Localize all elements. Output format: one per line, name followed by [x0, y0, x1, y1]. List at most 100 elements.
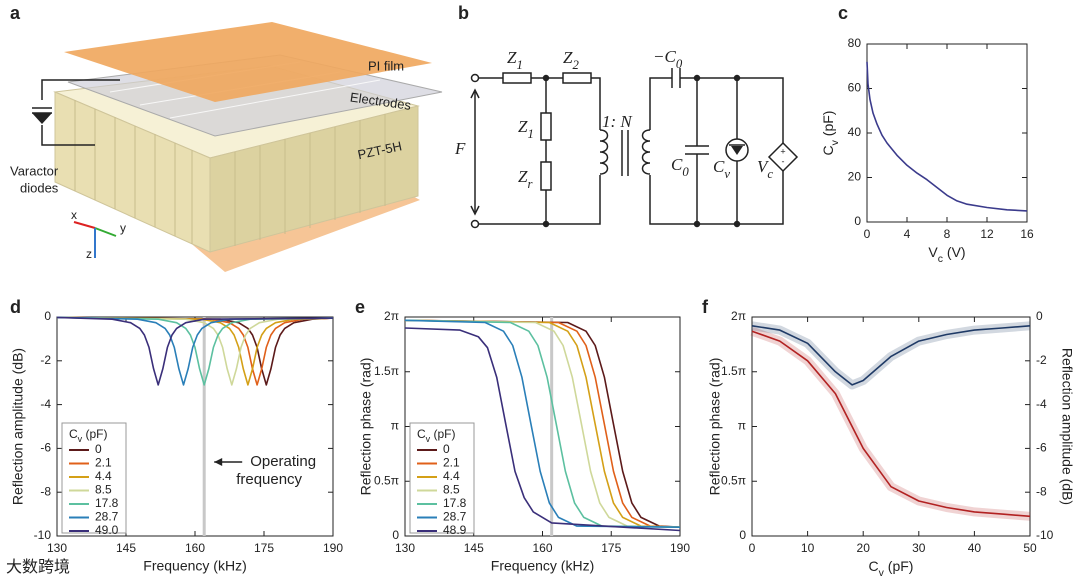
y-axis-label: Cv (pF) [820, 111, 841, 156]
y-tick-label: -2 [40, 353, 51, 367]
series-line [404, 319, 681, 528]
circuit-label-part: 0 [682, 165, 689, 179]
diode-symbol [32, 113, 52, 124]
legend-label: 49.0 [95, 523, 119, 537]
y-tick-label: 0 [739, 528, 746, 542]
legend-label: 2.1 [95, 456, 112, 470]
x-tick-label: 4 [904, 227, 911, 241]
legend-title-part: C [417, 427, 426, 441]
series-line [404, 319, 681, 528]
circuit-label-part: 1: N [602, 112, 633, 131]
y-tick-label: 80 [848, 36, 862, 50]
legend-title-part: v [426, 434, 431, 444]
x-tick-label: 16 [1020, 227, 1034, 241]
series-line [404, 319, 681, 528]
circuit-label: Z1 [507, 48, 523, 72]
y-tick-label: 40 [848, 125, 862, 139]
legend-label: 4.4 [95, 469, 112, 483]
x-tick-label: 160 [532, 541, 552, 555]
circuit-label-part: Z [518, 167, 528, 186]
legend-title-part: C [69, 427, 78, 441]
circuit-label: Z2 [563, 48, 579, 72]
y-axis-label: Reflection amplitude (dB) [10, 348, 26, 505]
y-tick-label: -6 [40, 441, 51, 455]
y2-tick-label: -2 [1036, 353, 1047, 367]
y-tick-label: 0 [392, 528, 399, 542]
y-axis-label: Reflection phase (rad) [358, 358, 374, 496]
series-line [56, 316, 334, 386]
circuit-label-part: Z [507, 48, 517, 67]
axis-icon-label: y [120, 221, 126, 235]
legend-title: Cv (pF) [69, 427, 108, 444]
series-line [404, 327, 681, 532]
x-axis-label: Frequency (kHz) [143, 558, 246, 574]
y-axis-label-part: (pF) [820, 111, 836, 141]
circuit-label: C0 [671, 155, 689, 179]
series-line [56, 316, 334, 386]
y-tick-label: 0 [854, 214, 861, 228]
source-minus: - [782, 156, 785, 166]
x-axis-label-part: (pF) [884, 558, 914, 574]
legend-label: 48.9 [443, 523, 467, 537]
axis-icon-label: z [86, 247, 92, 261]
x-tick-label: 50 [1023, 541, 1037, 555]
legend-label: 17.8 [443, 496, 467, 510]
x-tick-label: 12 [980, 227, 994, 241]
y-tick-label: 20 [848, 170, 862, 184]
series-line [404, 319, 681, 528]
x-tick-label: 0 [864, 227, 871, 241]
x-tick-label: 30 [912, 541, 926, 555]
top-film [64, 22, 432, 102]
y-tick-label: 0.5π [721, 473, 746, 487]
x-tick-label: 130 [47, 541, 67, 555]
series-line [751, 330, 1031, 518]
circuit-label-part: r [527, 177, 532, 191]
circuit-label-part: 1 [516, 58, 522, 72]
legend-title: Cv (pF) [417, 427, 456, 444]
x-tick-label: 190 [323, 541, 343, 555]
y2-tick-label: -10 [1036, 528, 1054, 542]
circuit-label: Vc [757, 157, 773, 181]
y-tick-label: -8 [40, 484, 51, 498]
series-line [866, 61, 1028, 212]
axis-icon-label: x [71, 208, 77, 222]
legend-label: 4.4 [443, 469, 460, 483]
block-right [209, 105, 419, 253]
y2-tick-label: 0 [1036, 309, 1043, 323]
y-axis-label-part: v [829, 139, 841, 145]
x-axis-label: Vc (V) [928, 244, 965, 265]
x-tick-label: 160 [185, 541, 205, 555]
y-tick-label: 2π [384, 309, 399, 323]
series-line [56, 316, 334, 386]
circuit-label: F [454, 139, 466, 158]
y-tick-label: 1.5π [721, 364, 746, 378]
y-axis-label-part: C [820, 145, 836, 155]
circuit-label-part: Z [518, 117, 528, 136]
legend-label: 8.5 [443, 483, 460, 497]
y2-tick-label: -6 [1036, 441, 1047, 455]
x-tick-label: 130 [395, 541, 415, 555]
diodes-label: Varactor [10, 163, 59, 178]
panel-label: a [10, 3, 21, 23]
circuit-label-part: 0 [676, 57, 683, 71]
x-tick-label: 40 [968, 541, 982, 555]
circuit-label: 1: N [602, 112, 633, 131]
y-tick-label: -4 [40, 397, 51, 411]
x-tick-label: 175 [601, 541, 621, 555]
y-axis-label: Reflection phase (rad) [707, 358, 723, 496]
y2-tick-label: -8 [1036, 484, 1047, 498]
legend-title-part: v [78, 434, 83, 444]
circuit [470, 68, 799, 229]
y-tick-label: 2π [731, 309, 746, 323]
diodes-label: diodes [20, 180, 59, 195]
x-tick-label: 8 [944, 227, 951, 241]
x-axis-label-part: v [879, 567, 885, 579]
y-tick-label: π [391, 419, 399, 433]
series-line [404, 319, 681, 528]
annotation: frequency [236, 471, 302, 488]
y-tick-label: -10 [34, 528, 52, 542]
x-axis-label: Frequency (kHz) [491, 558, 594, 574]
film-label: PI film [368, 58, 404, 73]
circuit-label-part: 1 [527, 127, 533, 141]
